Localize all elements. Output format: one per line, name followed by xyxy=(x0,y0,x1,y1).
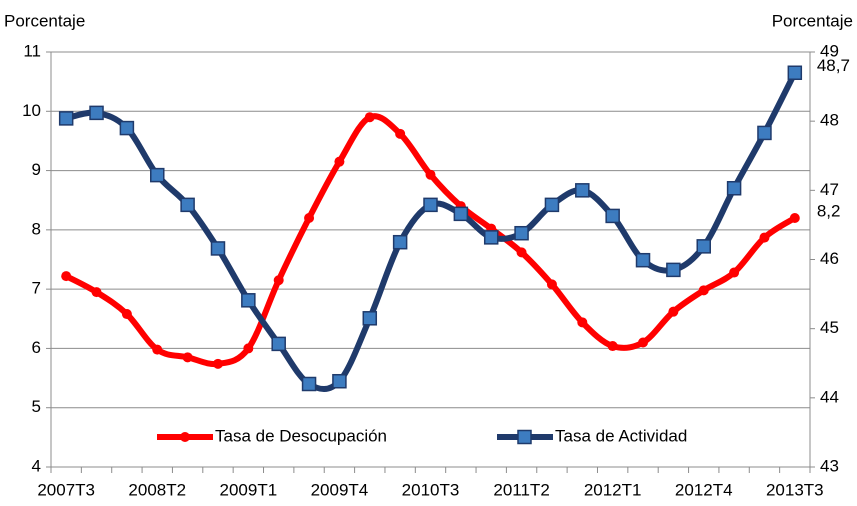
y2-tick-label: 43 xyxy=(820,456,839,475)
y-tick-label: 5 xyxy=(32,397,41,416)
marker xyxy=(210,241,226,256)
marker xyxy=(182,352,193,363)
y2-tick-label: 46 xyxy=(820,249,839,268)
marker xyxy=(241,293,256,308)
marker xyxy=(759,232,770,243)
x-tick-label: 2012T1 xyxy=(584,480,642,499)
x-tick-label: 2013T3 xyxy=(766,480,824,499)
marker xyxy=(516,247,527,258)
y2-axis-label: Porcentaje xyxy=(772,11,853,30)
marker xyxy=(696,239,711,254)
marker xyxy=(668,306,679,317)
marker xyxy=(425,169,436,180)
marker xyxy=(757,125,772,141)
legend-marker xyxy=(180,432,190,442)
marker xyxy=(58,111,74,126)
y-tick-label: 9 xyxy=(32,160,41,179)
legend-marker xyxy=(517,429,532,445)
marker xyxy=(607,341,618,352)
y2-tick-label: 49 xyxy=(820,41,839,60)
series-line xyxy=(65,71,798,393)
marker xyxy=(334,156,345,167)
marker xyxy=(304,213,315,223)
marker xyxy=(605,208,620,224)
marker xyxy=(332,373,347,389)
marker xyxy=(212,358,223,369)
y-tick-label: 11 xyxy=(23,41,41,60)
marker xyxy=(514,225,529,241)
marker xyxy=(729,267,740,278)
x-tick-label: 2008T2 xyxy=(128,480,186,499)
y-tick-label: 10 xyxy=(22,101,41,120)
marker xyxy=(577,317,588,328)
x-tick-label: 2010T3 xyxy=(402,480,460,499)
marker xyxy=(362,311,378,326)
y-axis-label: Porcentaje xyxy=(4,11,85,30)
x-tick-label: 2009T4 xyxy=(311,480,369,499)
marker xyxy=(273,275,284,286)
marker xyxy=(152,344,163,355)
data-label: 48,7 xyxy=(817,56,850,75)
y-tick-label: 7 xyxy=(32,279,41,298)
marker xyxy=(453,206,469,222)
x-tick-label: 2011T2 xyxy=(493,480,549,499)
marker xyxy=(119,120,135,136)
data-label: 8,2 xyxy=(817,201,841,220)
marker xyxy=(787,65,803,80)
marker xyxy=(546,279,557,290)
marker xyxy=(666,262,681,278)
x-tick-label: 2012T4 xyxy=(675,480,733,499)
marker xyxy=(61,271,72,282)
x-tick-label: 2007T3 xyxy=(37,480,95,499)
legend-label: Tasa de Desocupación xyxy=(215,426,387,445)
marker xyxy=(121,309,132,320)
marker xyxy=(180,197,195,213)
y-tick-label: 4 xyxy=(32,456,41,475)
y-tick-label: 8 xyxy=(32,219,41,238)
marker xyxy=(698,285,709,296)
marker xyxy=(423,197,438,213)
marker xyxy=(89,105,104,121)
marker xyxy=(635,252,651,268)
marker xyxy=(364,112,375,123)
y2-tick-label: 47 xyxy=(820,180,839,199)
marker xyxy=(575,183,590,198)
marker xyxy=(91,287,102,298)
marker xyxy=(395,128,406,139)
y2-tick-label: 48 xyxy=(820,111,839,130)
marker xyxy=(243,343,254,354)
marker xyxy=(483,230,499,245)
marker xyxy=(150,167,165,183)
legend-label: Tasa de Actividad xyxy=(555,426,687,445)
marker xyxy=(638,337,649,348)
marker xyxy=(544,197,560,213)
marker xyxy=(301,376,317,392)
marker xyxy=(789,213,800,223)
marker xyxy=(271,336,286,352)
marker xyxy=(726,181,742,196)
y2-tick-label: 45 xyxy=(820,318,839,337)
y-tick-label: 6 xyxy=(32,338,41,357)
series-line xyxy=(64,113,797,368)
y2-tick-label: 44 xyxy=(820,387,839,406)
x-tick-label: 2009T1 xyxy=(220,480,278,499)
marker xyxy=(392,234,408,250)
